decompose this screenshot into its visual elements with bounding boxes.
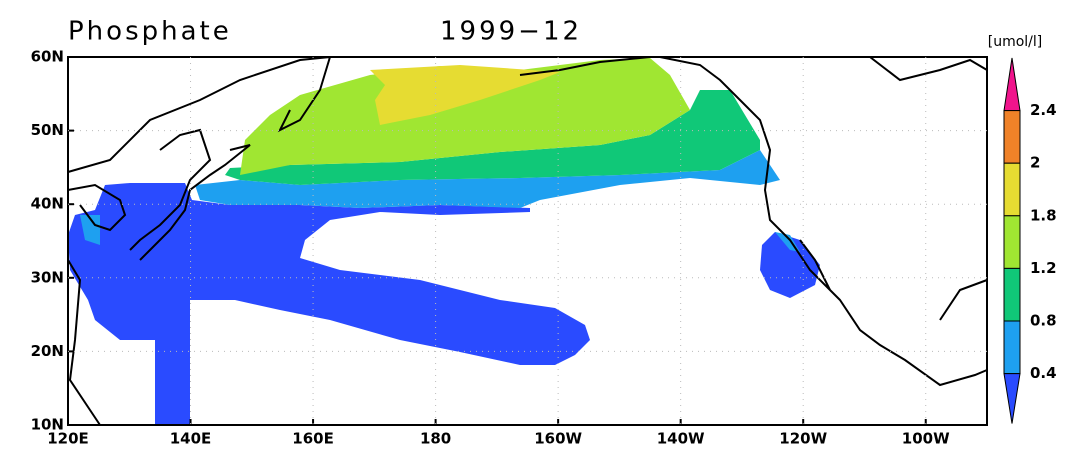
lat-label: 40N [31,195,64,213]
lon-label: 100W [902,430,950,448]
title: Phosphate [68,17,232,47]
colorbar-cap [1003,373,1021,424]
colorbar-box [1003,162,1021,217]
date: 1999−12 [440,17,582,47]
lon-label: 180 [420,430,451,448]
region [240,58,690,175]
region [80,215,100,245]
region-low [760,232,820,298]
region [225,90,760,185]
lon-label: 160E [292,430,334,448]
colorbar-label: 2.4 [1030,101,1057,119]
region [370,65,560,125]
region-low [68,183,590,425]
colorbar-label: 0.8 [1030,312,1057,330]
lon-label: 160W [534,430,582,448]
america-coast [519,56,988,387]
region [195,150,780,208]
coastlines [67,56,988,426]
lon-label: 120E [47,430,89,448]
field [68,58,820,425]
lat-label: 60N [31,48,64,66]
colorbar-label: 1.8 [1030,206,1057,224]
asia-coast [67,56,331,426]
lat-label: 30N [31,268,64,286]
units: [umol/l] [988,34,1043,50]
colorbar-label: 0.4 [1030,364,1057,382]
lon-label: 140E [170,430,212,448]
colorbar-cap [1003,57,1021,112]
lat-label: 20N [31,342,64,360]
colorbar-label: 1.2 [1030,259,1057,277]
lon-label: 140W [657,430,705,448]
colorbar-box [1003,320,1021,375]
frame [67,56,988,426]
colorbar-box [1003,267,1021,322]
colorbar-box [1003,110,1021,164]
colorbar-label: 2 [1030,154,1040,172]
lon-label: 120W [779,430,827,448]
colorbar-box [1003,215,1021,269]
lat-label: 50N [31,121,64,139]
lat-label: 10N [31,416,64,434]
